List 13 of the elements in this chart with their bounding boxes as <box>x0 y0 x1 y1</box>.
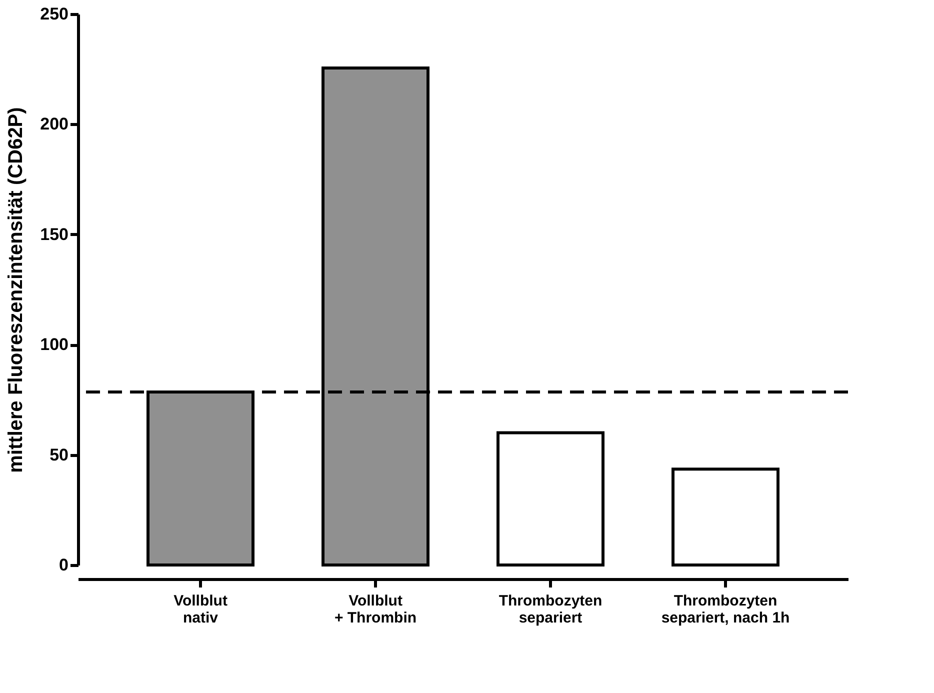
x-tick-label: Thrombozyten separiert, nach 1h <box>661 592 790 626</box>
y-tick-label: 100 <box>40 335 68 354</box>
y-axis-title: mittlere Fluoreszenzintensität (CD62P) <box>5 107 28 473</box>
y-tick-label: 150 <box>40 224 68 244</box>
x-tick-label: Thrombozyten separiert <box>498 592 602 626</box>
x-tick-label: Vollblut + Thrombin <box>334 592 417 626</box>
y-tick-label: 0 <box>59 556 68 574</box>
y-tick-label: 250 <box>40 4 68 24</box>
y-tick-label: 200 <box>40 114 68 134</box>
y-tick-label: 50 <box>50 445 68 464</box>
bar <box>672 468 780 566</box>
bar <box>496 431 604 566</box>
x-tick-label: Vollblut nativ <box>174 592 228 626</box>
